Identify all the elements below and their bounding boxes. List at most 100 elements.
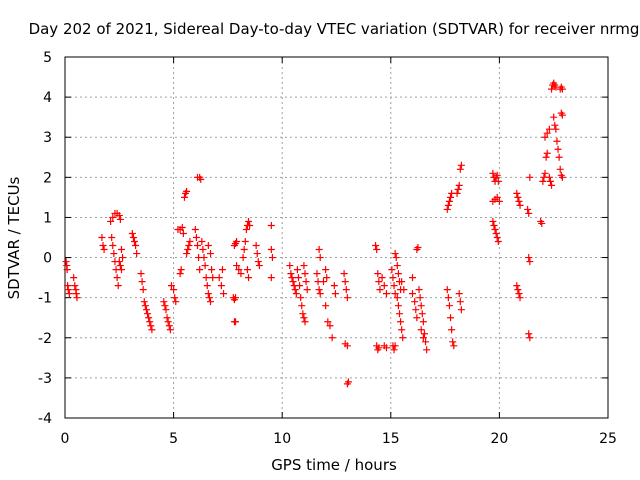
data-point bbox=[178, 223, 186, 231]
y-tick-label: 1 bbox=[43, 210, 52, 226]
data-point bbox=[183, 187, 191, 195]
data-point bbox=[423, 346, 431, 354]
data-point bbox=[184, 246, 192, 254]
data-point bbox=[513, 189, 521, 197]
y-tick-label: 5 bbox=[43, 50, 52, 66]
data-point bbox=[539, 177, 547, 185]
data-point bbox=[416, 294, 424, 302]
y-tick-label: -3 bbox=[38, 371, 52, 387]
data-points bbox=[62, 79, 566, 388]
data-point bbox=[116, 215, 124, 223]
data-point bbox=[400, 286, 408, 294]
data-point bbox=[235, 266, 243, 274]
data-point bbox=[267, 246, 275, 254]
data-point bbox=[558, 85, 566, 93]
x-tick-label: 5 bbox=[169, 431, 178, 447]
x-tick-label: 20 bbox=[490, 431, 508, 447]
data-point bbox=[391, 290, 399, 298]
data-point bbox=[64, 282, 72, 290]
data-point bbox=[291, 286, 299, 294]
data-point bbox=[62, 258, 70, 266]
data-point bbox=[70, 274, 78, 282]
data-point bbox=[180, 193, 188, 201]
data-point bbox=[448, 326, 456, 334]
data-point bbox=[382, 290, 390, 298]
data-point bbox=[551, 121, 559, 129]
data-point bbox=[553, 137, 561, 145]
data-point bbox=[286, 262, 294, 270]
data-point bbox=[340, 270, 348, 278]
data-point bbox=[302, 278, 310, 286]
data-point bbox=[525, 254, 533, 262]
data-point bbox=[297, 294, 305, 302]
data-point bbox=[344, 378, 352, 386]
data-point bbox=[541, 169, 549, 177]
data-point bbox=[245, 274, 253, 282]
data-point bbox=[417, 302, 425, 310]
data-point bbox=[323, 274, 331, 282]
data-point bbox=[388, 266, 396, 274]
data-point bbox=[142, 306, 150, 314]
data-point bbox=[453, 189, 461, 197]
data-point bbox=[374, 270, 382, 278]
data-point bbox=[525, 209, 533, 217]
data-point bbox=[455, 290, 463, 298]
data-point bbox=[543, 149, 551, 157]
data-point bbox=[422, 338, 430, 346]
data-point bbox=[457, 161, 465, 169]
data-point bbox=[179, 229, 187, 237]
data-point bbox=[322, 302, 330, 310]
axis-ticks: 0 5 10 15 20 25 -4 -3 -2 -1 0 1 2 3 4 5 bbox=[38, 50, 617, 447]
data-point bbox=[391, 342, 399, 350]
data-point bbox=[232, 318, 240, 326]
y-tick-label: 3 bbox=[43, 130, 52, 146]
data-point bbox=[252, 242, 260, 250]
data-point bbox=[207, 250, 215, 258]
data-point bbox=[526, 173, 534, 181]
data-point bbox=[450, 342, 458, 350]
chart-title: Day 202 of 2021, Sidereal Day-to-day VTE… bbox=[29, 20, 640, 38]
data-point bbox=[205, 294, 213, 302]
data-point bbox=[526, 334, 534, 342]
data-point bbox=[550, 113, 558, 121]
data-point bbox=[242, 225, 250, 233]
data-point bbox=[166, 326, 174, 334]
data-point bbox=[390, 346, 398, 354]
plot-frame bbox=[64, 56, 609, 419]
data-point bbox=[380, 282, 388, 290]
data-point bbox=[201, 262, 209, 270]
data-point bbox=[443, 205, 451, 213]
data-point bbox=[391, 250, 399, 258]
data-point bbox=[183, 250, 191, 258]
data-point bbox=[267, 221, 275, 229]
y-axis-label: SDTVAR / TECUs bbox=[5, 176, 23, 299]
data-point bbox=[558, 111, 566, 119]
x-tick-label: 10 bbox=[273, 431, 291, 447]
data-point bbox=[492, 229, 500, 237]
data-point bbox=[493, 171, 501, 179]
data-point bbox=[398, 326, 406, 334]
data-point bbox=[255, 262, 263, 270]
data-point bbox=[341, 278, 349, 286]
data-point bbox=[313, 270, 321, 278]
data-point bbox=[164, 318, 172, 326]
data-point bbox=[218, 266, 226, 274]
data-point bbox=[419, 334, 427, 342]
y-tick-label: 2 bbox=[43, 170, 52, 186]
data-point bbox=[288, 274, 296, 282]
data-point bbox=[322, 266, 330, 274]
data-point bbox=[203, 282, 211, 290]
data-point bbox=[399, 334, 407, 342]
data-point bbox=[301, 270, 309, 278]
data-point bbox=[444, 294, 452, 302]
data-point bbox=[254, 258, 262, 266]
data-point bbox=[131, 238, 139, 246]
data-point bbox=[119, 254, 127, 262]
data-point bbox=[204, 290, 212, 298]
data-point bbox=[418, 310, 426, 318]
data-point bbox=[215, 274, 223, 282]
data-point bbox=[198, 238, 206, 246]
data-point bbox=[137, 270, 145, 278]
data-point bbox=[445, 302, 453, 310]
